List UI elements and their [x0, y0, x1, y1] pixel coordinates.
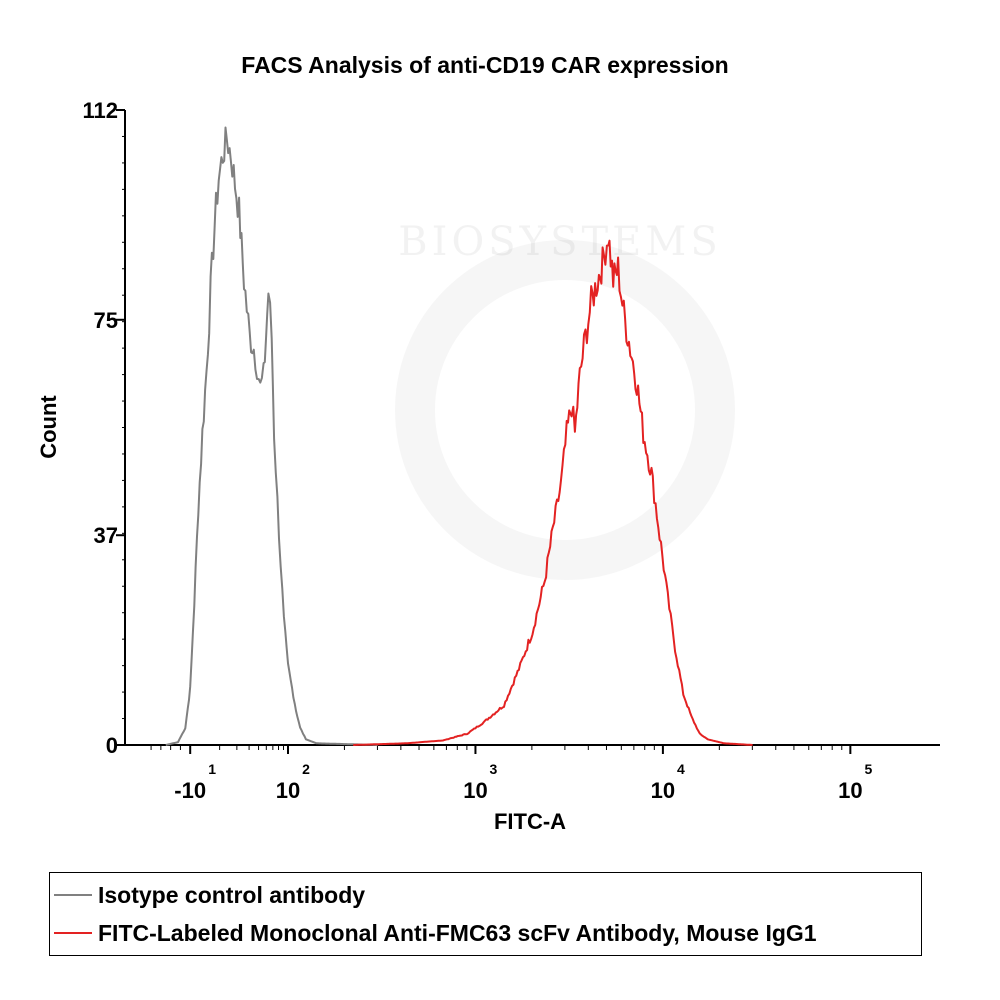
series-line-isotype: [165, 126, 378, 746]
x-tick-exponent: 3: [490, 761, 498, 777]
x-tick-exponent: 2: [302, 761, 310, 777]
legend-swatch-isotype: [54, 894, 92, 896]
x-tick-label: 10: [463, 778, 487, 803]
x-tick-exponent: 4: [677, 761, 685, 777]
axes-group: [116, 109, 940, 754]
x-tick-exponent: 5: [864, 761, 872, 777]
y-tick-label: 112: [83, 98, 119, 123]
y-axis-label: Count: [36, 395, 61, 459]
legend: Isotype control antibody FITC-Labeled Mo…: [49, 872, 922, 956]
legend-label-isotype: Isotype control antibody: [98, 881, 366, 908]
x-tick-label: 10: [651, 778, 675, 803]
x-tick-label: 10: [276, 778, 300, 803]
legend-swatch-fitc: [54, 932, 92, 934]
watermark-logo-circle: [415, 260, 715, 560]
legend-label-fitc: FITC-Labeled Monoclonal Anti-FMC63 scFv …: [98, 919, 817, 946]
watermark-text: BIOSYSTEMS: [398, 219, 721, 265]
legend-item-fitc: FITC-Labeled Monoclonal Anti-FMC63 scFv …: [54, 915, 817, 951]
series-group: [165, 126, 753, 746]
x-tick-exponent: 1: [208, 761, 216, 777]
y-tick-label: 75: [94, 308, 118, 333]
series-line-fitc: [353, 239, 753, 746]
y-tick-label: 0: [106, 733, 118, 758]
x-axis-label: FITC-A: [494, 809, 566, 834]
y-tick-label: 37: [94, 523, 118, 548]
x-tick-label: -10: [174, 778, 206, 803]
facs-histogram-chart: BIOSYSTEMS FACS Analysis of anti-CD19 CA…: [36, 52, 940, 834]
x-tick-label: 10: [838, 778, 862, 803]
legend-item-isotype: Isotype control antibody: [54, 877, 365, 913]
chart-title: FACS Analysis of anti-CD19 CAR expressio…: [241, 52, 728, 78]
